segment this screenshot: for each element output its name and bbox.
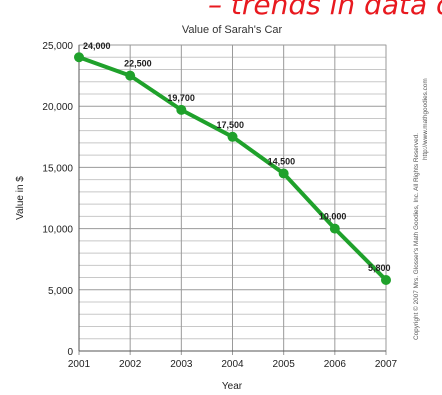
copyright-text: Copyright © 2007 Mrs. Glosser's Math Goo… xyxy=(412,133,420,340)
data-label: 5,800 xyxy=(368,263,391,273)
data-label: 22,500 xyxy=(124,59,152,69)
handwritten-annotation: – trends in data of xyxy=(208,0,442,21)
data-point xyxy=(329,223,340,234)
data-point xyxy=(227,131,238,142)
y-tick-label: 10,000 xyxy=(42,225,73,236)
data-point xyxy=(125,70,136,81)
y-tick-label: 25,000 xyxy=(42,41,73,52)
x-tick-label: 2006 xyxy=(324,359,347,370)
x-tick-label: 2005 xyxy=(273,359,296,370)
y-axis-title: Value in $ xyxy=(15,176,26,220)
x-tick-label: 2004 xyxy=(221,359,244,370)
data-label: 14,500 xyxy=(268,157,296,167)
x-tick-label: 2002 xyxy=(119,359,142,370)
y-tick-label: 15,000 xyxy=(42,163,73,174)
data-point xyxy=(74,52,84,63)
data-point xyxy=(176,104,187,115)
data-label: 10,000 xyxy=(319,212,347,222)
y-tick-label: 5,000 xyxy=(48,286,73,297)
x-tick-label: 2003 xyxy=(170,359,193,370)
data-label: 17,500 xyxy=(217,120,245,130)
copyright-url: http://www.mathgoodies.com xyxy=(422,78,429,160)
x-tick-label: 2001 xyxy=(68,359,91,370)
chart-title: Value of Sarah's Car xyxy=(182,24,283,36)
y-tick-labels: 0 5,000 10,000 15,000 20,000 25,000 xyxy=(42,41,73,358)
data-label: 19,700 xyxy=(167,93,195,103)
x-tick-labels: 2001 2002 2003 2004 2005 2006 2007 xyxy=(68,359,398,370)
data-label: 24,000 xyxy=(83,41,111,51)
data-point xyxy=(381,275,391,286)
y-tick-label: 0 xyxy=(67,347,73,358)
y-tick-label: 20,000 xyxy=(42,102,73,113)
data-points xyxy=(74,52,391,286)
x-tick-label: 2007 xyxy=(375,359,398,370)
copyright-block: Copyright © 2007 Mrs. Glosser's Math Goo… xyxy=(412,78,429,340)
data-point xyxy=(278,168,289,179)
x-axis-title: Year xyxy=(222,381,243,392)
data-labels: 24,000 22,500 19,700 17,500 14,500 10,00… xyxy=(83,41,391,273)
